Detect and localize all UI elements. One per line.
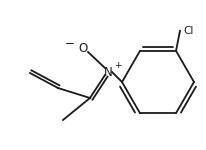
Text: O: O <box>78 42 87 54</box>
Text: Cl: Cl <box>182 26 192 36</box>
Text: +: + <box>114 61 121 70</box>
Text: −: − <box>65 36 75 50</box>
Text: N: N <box>103 66 112 78</box>
